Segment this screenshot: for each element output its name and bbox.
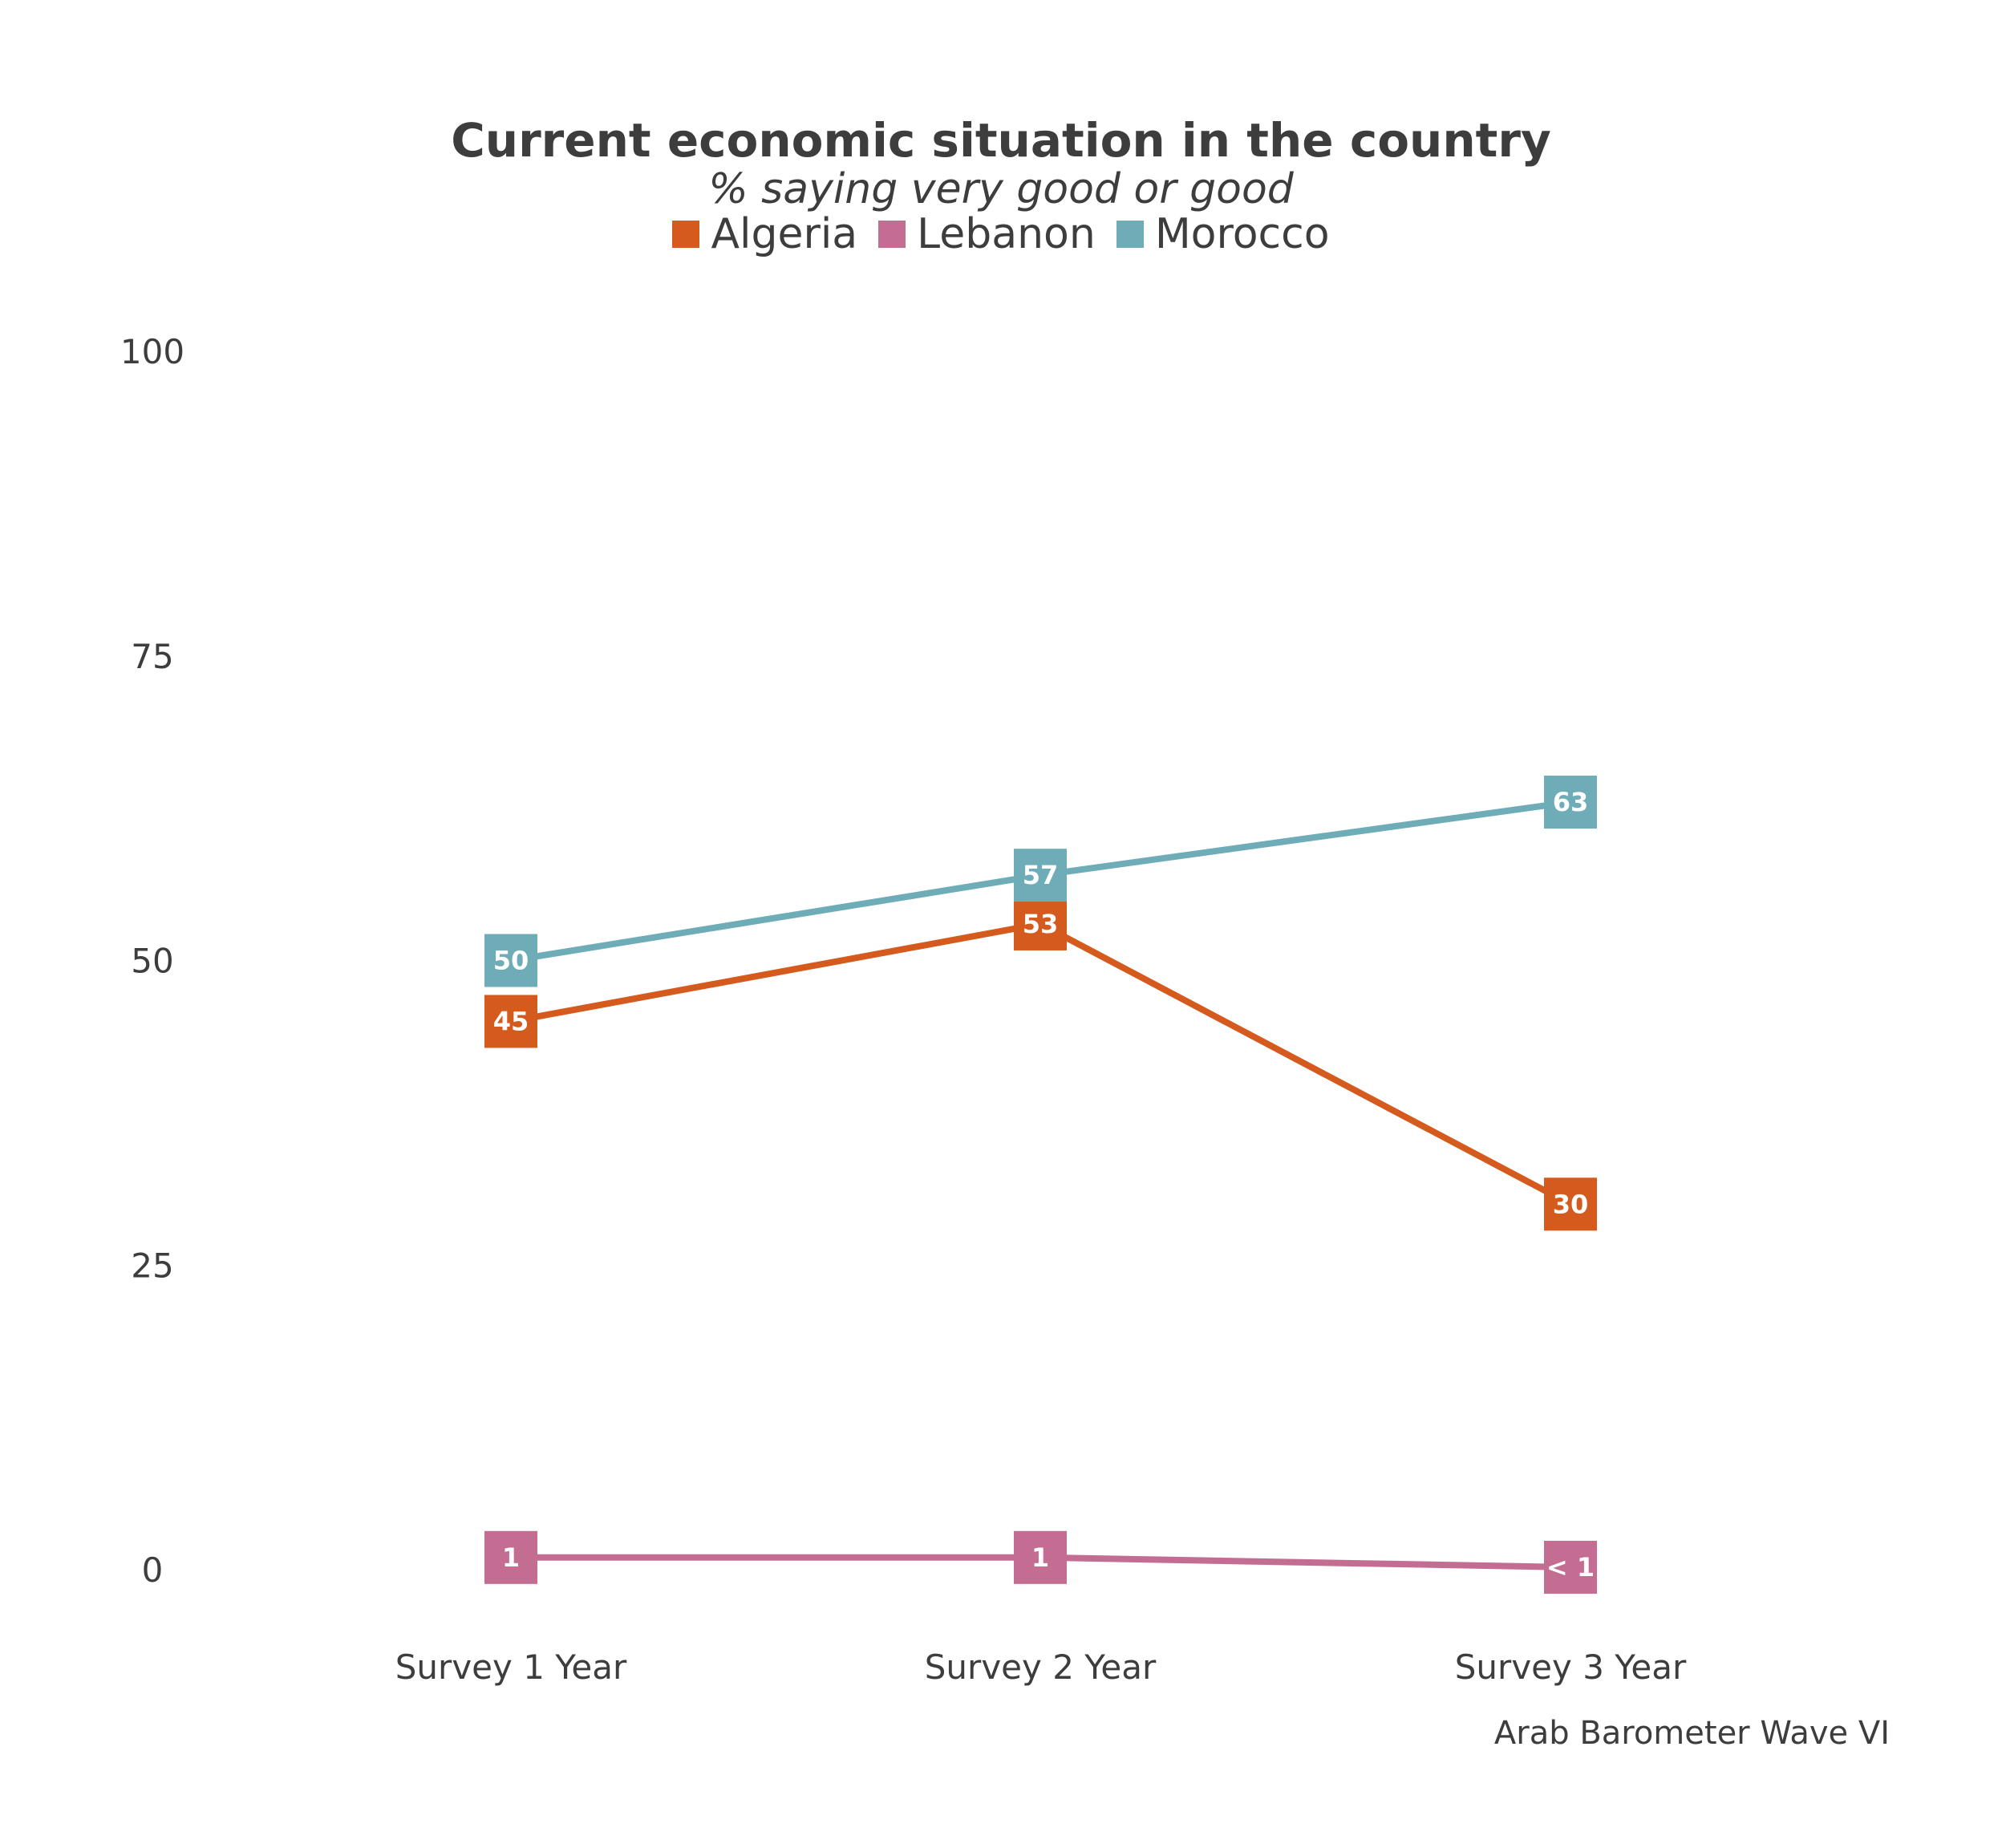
x-tick-label: Survey 3 Year xyxy=(1455,1647,1687,1687)
legend-swatch-lebanon xyxy=(878,221,906,248)
data-label-lebanon: < 1 xyxy=(1546,1552,1595,1583)
data-point-lebanon xyxy=(1544,1540,1597,1594)
data-point-morocco xyxy=(1544,776,1597,829)
data-label-morocco: 50 xyxy=(493,946,529,976)
data-label-algeria: 30 xyxy=(1553,1189,1589,1219)
legend-item-morocco: Morocco xyxy=(1116,210,1330,258)
x-tick-label: Survey 2 Year xyxy=(925,1647,1157,1687)
legend: Algeria Lebanon Morocco xyxy=(0,210,2002,258)
source-note: Arab Barometer Wave VI xyxy=(1493,1715,1890,1752)
legend-swatch-morocco xyxy=(1116,221,1144,248)
y-tick-label: 50 xyxy=(131,942,173,981)
data-point-lebanon xyxy=(1014,1530,1067,1584)
data-point-algeria xyxy=(1014,897,1067,950)
data-label-algeria: 53 xyxy=(1023,909,1059,939)
data-point-lebanon xyxy=(484,1530,537,1584)
data-label-morocco: 63 xyxy=(1553,787,1589,817)
title-block: Current economic situation in the countr… xyxy=(0,112,2002,213)
data-label-lebanon: 1 xyxy=(502,1542,520,1573)
y-tick-label: 100 xyxy=(120,332,184,371)
chart-subtitle: % saying very good or good xyxy=(708,165,1294,213)
legend-swatch-algeria xyxy=(672,221,700,248)
legend-item-algeria: Algeria xyxy=(672,210,857,258)
data-point-morocco xyxy=(484,934,537,987)
legend-label-algeria: Algeria xyxy=(711,210,858,258)
data-point-morocco xyxy=(1014,849,1067,902)
chart-title: Current economic situation in the countr… xyxy=(451,113,1551,168)
legend-label-lebanon: Lebanon xyxy=(917,210,1096,258)
data-point-algeria xyxy=(1544,1177,1597,1231)
legend-label-morocco: Morocco xyxy=(1154,210,1330,258)
y-tick-label: 25 xyxy=(131,1246,173,1285)
data-label-lebanon: 1 xyxy=(1031,1542,1049,1573)
y-tick-label: 0 xyxy=(142,1550,164,1590)
legend-item-lebanon: Lebanon xyxy=(878,210,1096,258)
data-label-algeria: 45 xyxy=(493,1006,529,1036)
series-line-algeria xyxy=(510,920,1572,1207)
data-label-morocco: 57 xyxy=(1023,860,1059,890)
x-tick-label: Survey 1 Year xyxy=(395,1647,627,1687)
data-point-algeria xyxy=(484,995,537,1048)
y-tick-label: 75 xyxy=(131,637,173,676)
